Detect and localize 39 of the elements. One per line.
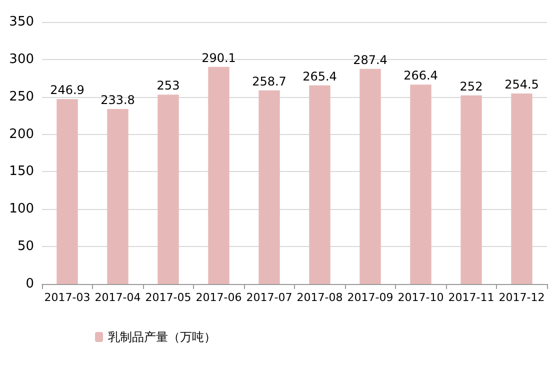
bar	[56, 99, 78, 284]
bar	[410, 84, 432, 284]
y-tick-label: 250	[9, 89, 34, 104]
bar	[107, 108, 128, 284]
data-label: 265.4	[302, 69, 337, 84]
x-tick-label: 2017-06	[196, 291, 242, 304]
x-tick-label: 2017-10	[398, 291, 444, 304]
data-label: 252	[460, 79, 483, 94]
bar	[511, 93, 532, 284]
y-tick-label: 300	[9, 52, 34, 67]
x-tick-label: 2017-11	[448, 291, 494, 304]
legend-label: 乳制品产量（万吨）	[108, 330, 216, 344]
x-tick-label: 2017-05	[145, 291, 192, 304]
data-label: 258.7	[252, 74, 286, 88]
bar	[360, 68, 381, 284]
bar	[309, 85, 330, 284]
x-tick-label: 2017-12	[498, 291, 545, 304]
bar	[208, 66, 230, 284]
y-tick-label: 100	[9, 202, 34, 217]
x-tick-label: 2017-04	[94, 291, 141, 304]
bar	[258, 90, 280, 284]
x-tick-label: 2017-08	[296, 291, 343, 304]
data-label: 253	[156, 78, 180, 93]
x-tick-label: 2017-03	[44, 291, 90, 304]
y-tick-label: 0	[26, 276, 34, 292]
y-tick-label: 50	[17, 239, 34, 254]
y-tick-label: 200	[9, 126, 34, 142]
data-label: 254.5	[504, 77, 539, 92]
data-label: 246.9	[50, 83, 84, 98]
data-label: 287.4	[353, 52, 388, 67]
y-tick-label: 350	[9, 14, 34, 30]
bar	[158, 94, 179, 284]
data-label: 233.8	[100, 92, 135, 107]
bar	[460, 95, 482, 284]
data-label: 266.4	[404, 68, 438, 83]
x-tick-label: 2017-07	[246, 291, 292, 304]
y-tick-label: 150	[9, 164, 34, 180]
x-tick-label: 2017-09	[347, 291, 394, 304]
data-label: 290.1	[202, 50, 236, 65]
